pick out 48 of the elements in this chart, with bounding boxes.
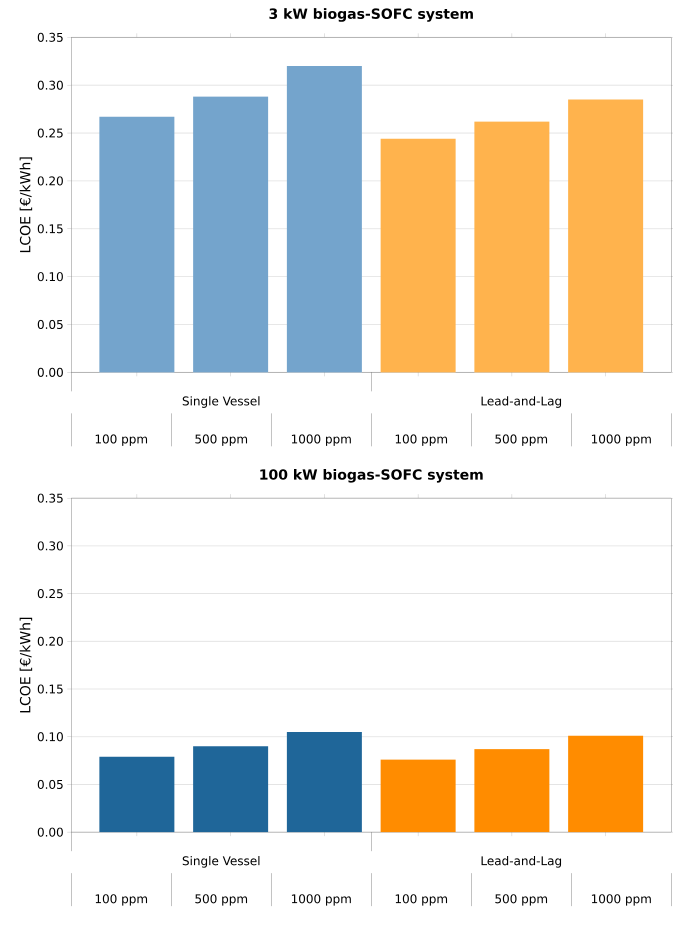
bar <box>568 736 644 832</box>
bar <box>380 138 456 372</box>
bar <box>99 116 174 372</box>
y-tick-label: 0.10 <box>38 732 63 742</box>
y-tick-label: 0.35 <box>38 32 63 42</box>
bar <box>474 749 550 832</box>
series-label: Lead-and-Lag <box>482 396 562 408</box>
x-tick-label: 500 ppm <box>195 434 248 446</box>
x-tick-label: 1000 ppm <box>592 894 651 906</box>
y-tick-label: 0.25 <box>38 128 63 138</box>
x-tick-label: 100 ppm <box>96 894 148 906</box>
bar <box>286 66 362 372</box>
x-tick-label: 100 ppm <box>396 894 448 906</box>
bar <box>474 122 550 372</box>
bar <box>568 100 644 372</box>
y-tick-label: 0.30 <box>38 80 63 90</box>
x-tick-label: 1000 ppm <box>292 434 351 446</box>
bar <box>193 746 268 832</box>
y-tick-label: 0.05 <box>38 320 63 330</box>
y-tick-label: 0.00 <box>38 368 63 377</box>
x-tick-label: 1000 ppm <box>292 894 351 906</box>
x-tick-label: 100 ppm <box>96 434 148 446</box>
chart-title: 100 kW biogas-SOFC system <box>260 468 483 483</box>
bar <box>286 732 362 832</box>
series-label: Lead-and-Lag <box>482 856 562 868</box>
chart-title: 3 kW biogas-SOFC system <box>269 8 473 22</box>
y-tick-label: 0.20 <box>38 176 63 186</box>
y-tick-label: 0.30 <box>38 541 63 550</box>
y-tick-label: 0.05 <box>38 780 63 789</box>
bar <box>99 756 174 832</box>
y-tick-label: 0.20 <box>38 636 63 646</box>
y-tick-label: 0.00 <box>38 828 63 837</box>
y-axis-title: LCOE [€/kWh] <box>20 157 32 252</box>
x-tick-label: 100 ppm <box>396 434 448 446</box>
y-tick-label: 0.10 <box>38 272 63 282</box>
y-tick-label: 0.25 <box>38 589 63 598</box>
x-tick-label: 500 ppm <box>495 894 548 906</box>
x-tick-label: 500 ppm <box>495 434 548 446</box>
x-tick-label: 1000 ppm <box>592 434 651 446</box>
series-label: Single Vessel <box>182 856 260 868</box>
y-axis-title: LCOE [€/kWh] <box>20 618 32 712</box>
x-tick-label: 500 ppm <box>195 894 248 906</box>
y-tick-label: 0.15 <box>38 684 63 694</box>
series-label: Single Vessel <box>182 396 260 408</box>
y-tick-label: 0.35 <box>38 494 63 503</box>
y-tick-label: 0.15 <box>38 224 63 234</box>
bar <box>193 96 268 372</box>
bar <box>380 760 456 832</box>
